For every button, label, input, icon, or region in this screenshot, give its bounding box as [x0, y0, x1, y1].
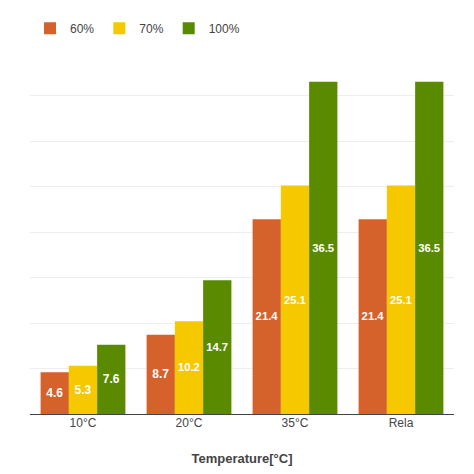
svg-text:Temperature[°C]: Temperature[°C] — [191, 451, 292, 466]
svg-text:4.6: 4.6 — [46, 386, 63, 400]
svg-text:100%: 100% — [209, 22, 240, 36]
svg-text:36.5: 36.5 — [418, 242, 440, 254]
svg-text:21.4: 21.4 — [362, 310, 385, 322]
svg-text:20°C: 20°C — [176, 416, 203, 430]
svg-text:7.6: 7.6 — [103, 372, 120, 386]
svg-text:10°C: 10°C — [70, 416, 97, 430]
svg-text:60%: 60% — [70, 22, 94, 36]
svg-text:25.1: 25.1 — [390, 294, 412, 306]
svg-text:35°C: 35°C — [282, 416, 309, 430]
svg-text:25.1: 25.1 — [284, 294, 306, 306]
svg-text:21.4: 21.4 — [256, 310, 279, 322]
svg-text:8.7: 8.7 — [152, 367, 169, 381]
svg-text:Rela: Rela — [389, 416, 414, 430]
svg-text:36.5: 36.5 — [312, 242, 334, 254]
svg-text:10.2: 10.2 — [178, 361, 200, 373]
svg-text:14.7: 14.7 — [206, 341, 228, 353]
svg-text:5.3: 5.3 — [74, 383, 91, 397]
svg-text:70%: 70% — [139, 22, 163, 36]
